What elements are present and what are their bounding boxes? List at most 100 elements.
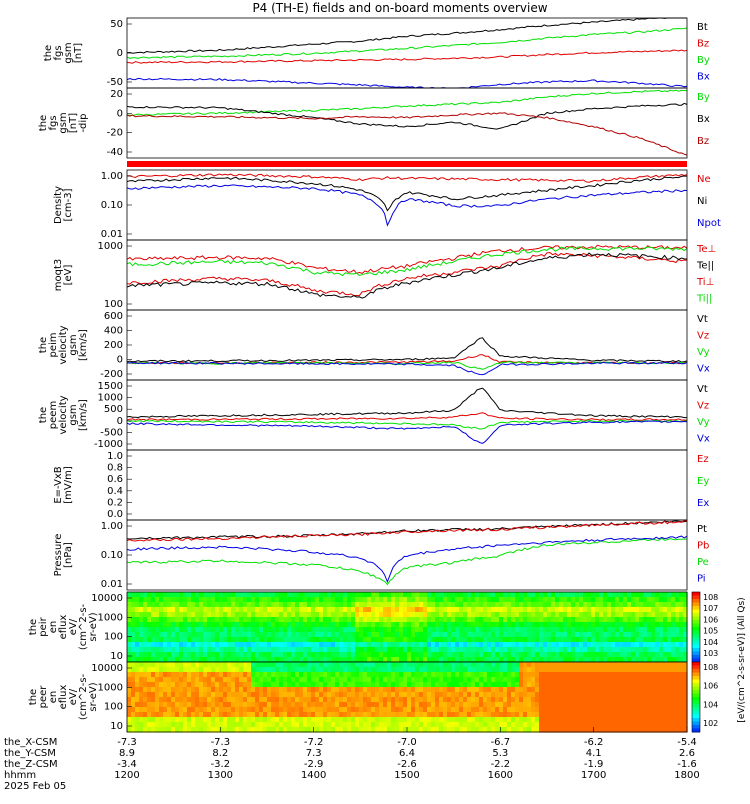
spectrogram-cell: [143, 677, 148, 683]
spectrogram-cell: [163, 657, 168, 663]
spectrogram-cell: [207, 622, 212, 628]
spectrogram-cell: [127, 647, 132, 653]
spectrogram-cell: [667, 657, 672, 663]
spectrogram-cell: [411, 632, 416, 638]
spectrogram-cell: [575, 622, 580, 628]
spectrogram-cell: [683, 642, 688, 648]
spectrogram-cell: [311, 642, 316, 648]
spectrogram-cell: [367, 717, 372, 723]
spectrogram-cell: [335, 607, 340, 613]
spectrogram-cell: [635, 592, 640, 598]
spectrogram-cell: [555, 607, 560, 613]
spectrogram-cell: [571, 697, 576, 703]
spectrogram-cell: [455, 667, 460, 673]
spectrogram-cell: [607, 687, 612, 693]
spectrogram-cell: [495, 727, 500, 733]
spectrogram-cell: [303, 677, 308, 683]
spectrogram-cell: [411, 727, 416, 733]
spectrogram-cell: [411, 597, 416, 603]
legend-entry-Vz: Vz: [697, 401, 709, 412]
spectrogram-cell: [555, 697, 560, 703]
spectrogram-cell: [615, 712, 620, 718]
spectrogram-cell: [351, 697, 356, 703]
spectrogram-cell: [131, 592, 136, 598]
y-axis-label: velocity: [58, 325, 69, 364]
spectrogram-cell: [439, 607, 444, 613]
spectrogram-cell: [219, 632, 224, 638]
spectrogram-cell: [339, 707, 344, 713]
spectrogram-cell: [315, 687, 320, 693]
colorbar-8: [691, 591, 701, 663]
spectrogram-cell: [407, 682, 412, 688]
spectrogram-cell: [299, 677, 304, 683]
spectrogram-cell: [423, 602, 428, 608]
spectrogram-cell: [563, 612, 568, 618]
spectrogram-cell: [579, 692, 584, 698]
spectrogram-cell: [487, 702, 492, 708]
spectrogram-cell: [643, 662, 648, 668]
spectrogram-cell: [299, 597, 304, 603]
spectrogram-cell: [195, 697, 200, 703]
spectrogram-cell: [159, 682, 164, 688]
spectrogram-cell: [283, 597, 288, 603]
spectrogram-cell: [343, 722, 348, 728]
spectrogram-cell: [187, 727, 192, 733]
colorbar-cell: [692, 602, 700, 607]
spectrogram-cell: [427, 717, 432, 723]
spectrogram-cell: [519, 627, 524, 633]
spectrogram-cell: [579, 712, 584, 718]
spectrogram-cell: [563, 667, 568, 673]
spectrogram-cell: [271, 627, 276, 633]
spectrogram-cell: [471, 672, 476, 678]
spectrogram-cell: [571, 657, 576, 663]
spectrogram-cell: [139, 637, 144, 643]
spectrogram-cell: [267, 612, 272, 618]
spectrogram-cell: [367, 712, 372, 718]
spectrogram-cell: [543, 702, 548, 708]
spectrogram-cell: [419, 717, 424, 723]
spectrogram-cell: [547, 702, 552, 708]
spectrogram-cell: [635, 652, 640, 658]
spectrogram-cell: [375, 652, 380, 658]
spectrogram-cell: [227, 642, 232, 648]
spectrogram-cell: [399, 637, 404, 643]
spectrogram-cell: [519, 667, 524, 673]
spectrogram-cell: [139, 622, 144, 628]
spectrogram-cell: [227, 712, 232, 718]
spectrogram-cell: [559, 617, 564, 623]
spectrogram-cell: [127, 672, 132, 678]
spectrogram-cell: [267, 597, 272, 603]
spectrogram-cell: [627, 627, 632, 633]
spectrogram-cell: [495, 672, 500, 678]
spectrogram-cell: [611, 642, 616, 648]
spectrogram-cell: [255, 637, 260, 643]
spectrogram-cell: [615, 687, 620, 693]
spectrogram-cell: [479, 592, 484, 598]
spectrogram-cell: [507, 727, 512, 733]
spectrogram-cell: [351, 607, 356, 613]
spectrogram-cell: [579, 672, 584, 678]
spectrogram-cell: [371, 697, 376, 703]
spectrogram-cell: [439, 642, 444, 648]
spectrogram-cell: [543, 667, 548, 673]
spectrogram-cell: [615, 637, 620, 643]
spectrogram-cell: [567, 707, 572, 713]
spectrogram-cell: [443, 632, 448, 638]
spectrogram-cell: [543, 597, 548, 603]
spectrogram-cell: [607, 707, 612, 713]
spectrogram-cell: [295, 717, 300, 723]
spectrogram-cell: [335, 612, 340, 618]
spectrogram-cell: [339, 652, 344, 658]
spectrogram-cell: [415, 667, 420, 673]
spectrogram-cell: [483, 592, 488, 598]
spectrogram-cell: [271, 607, 276, 613]
spectrogram-cell: [423, 697, 428, 703]
spectrogram-cell: [623, 707, 628, 713]
y-axis-label: peer: [38, 685, 49, 709]
spectrogram-cell: [251, 652, 256, 658]
spectrogram-cell: [407, 712, 412, 718]
spectrogram-cell: [311, 682, 316, 688]
spectrogram-cell: [275, 707, 280, 713]
y-tick-label: 400: [104, 326, 123, 337]
spectrogram-cell: [535, 612, 540, 618]
